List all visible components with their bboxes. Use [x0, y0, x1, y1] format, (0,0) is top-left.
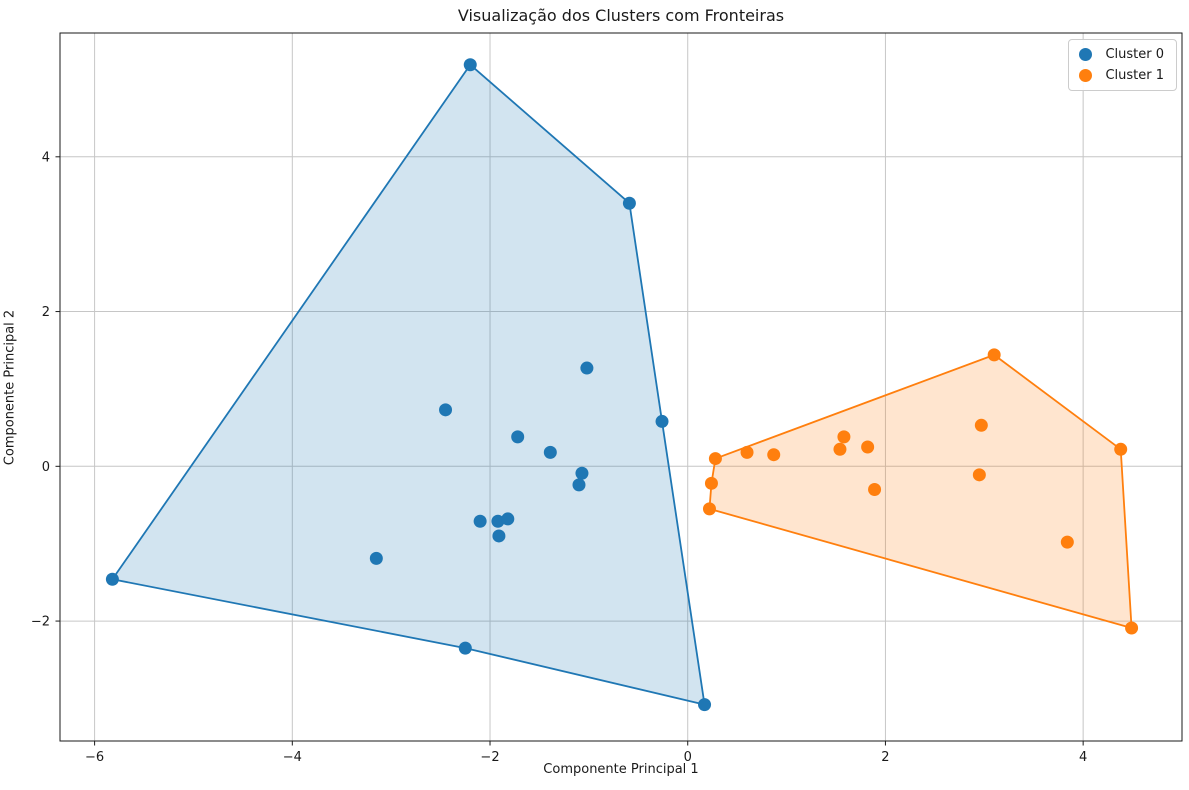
- cluster-1-point: [1114, 442, 1128, 456]
- cluster-1-point: [1060, 535, 1074, 549]
- plot-area-border: [59, 32, 1183, 742]
- legend-marker-icon: [1079, 69, 1093, 82]
- cluster-1-point: [987, 348, 1001, 362]
- chart-title: Visualização dos Clusters com Fronteiras: [457, 6, 785, 25]
- x-axis-label: Componente Principal 1: [543, 762, 699, 777]
- cluster-0-point: [463, 58, 477, 72]
- x-tick-label: −2: [480, 750, 499, 765]
- cluster-0-point: [491, 514, 505, 528]
- x-tick-label: −6: [85, 750, 104, 765]
- legend-box: Cluster 0 Cluster 1: [1068, 39, 1177, 91]
- cluster-0-point: [105, 572, 119, 586]
- cluster-1-point: [740, 445, 754, 459]
- cluster-1-point: [1125, 621, 1139, 635]
- cluster-0-point: [622, 196, 636, 210]
- cluster-0-point: [501, 512, 515, 526]
- cluster-0-point: [492, 529, 506, 543]
- y-tick-label: −2: [31, 615, 50, 630]
- y-tick-label: 0: [42, 460, 50, 475]
- cluster-1-point: [767, 448, 781, 462]
- cluster-0-point: [580, 361, 594, 375]
- y-tick-label: 4: [42, 150, 50, 165]
- cluster-1-point: [868, 483, 882, 497]
- cluster-0-point: [698, 698, 712, 712]
- cluster-0-point: [458, 641, 472, 655]
- cluster-0-point: [575, 466, 589, 480]
- y-tick-label: 2: [42, 305, 50, 320]
- x-tick-label: 4: [1079, 750, 1087, 765]
- x-tick-label: 0: [684, 750, 692, 765]
- cluster-0-point: [473, 514, 487, 528]
- cluster-1-point: [861, 440, 875, 454]
- cluster-0-point: [369, 551, 383, 565]
- legend-marker-icon: [1079, 48, 1093, 61]
- cluster-1-point: [702, 502, 716, 516]
- cluster-1-point: [972, 468, 986, 482]
- cluster-1-hull: [708, 353, 1133, 629]
- legend-label: Cluster 0: [1105, 47, 1164, 62]
- legend-label: Cluster 1: [1105, 68, 1164, 83]
- cluster-0-point: [439, 403, 453, 417]
- cluster-0-point: [655, 414, 669, 428]
- cluster-1-point: [704, 476, 718, 490]
- cluster-0-point: [543, 445, 557, 459]
- cluster-1-point: [837, 430, 851, 444]
- legend-item-0: Cluster 0: [1079, 47, 1164, 62]
- cluster-0-point: [572, 478, 586, 492]
- y-axis-label: Componente Principal 2: [2, 309, 18, 466]
- cluster-0-point: [511, 430, 525, 444]
- x-tick-label: 2: [881, 750, 889, 765]
- cluster-0-hull: [111, 63, 706, 706]
- legend-item-1: Cluster 1: [1079, 68, 1164, 83]
- cluster-1-point: [833, 442, 847, 456]
- cluster-1-point: [708, 452, 722, 466]
- cluster-1-point: [974, 418, 988, 432]
- x-tick-label: −4: [283, 750, 302, 765]
